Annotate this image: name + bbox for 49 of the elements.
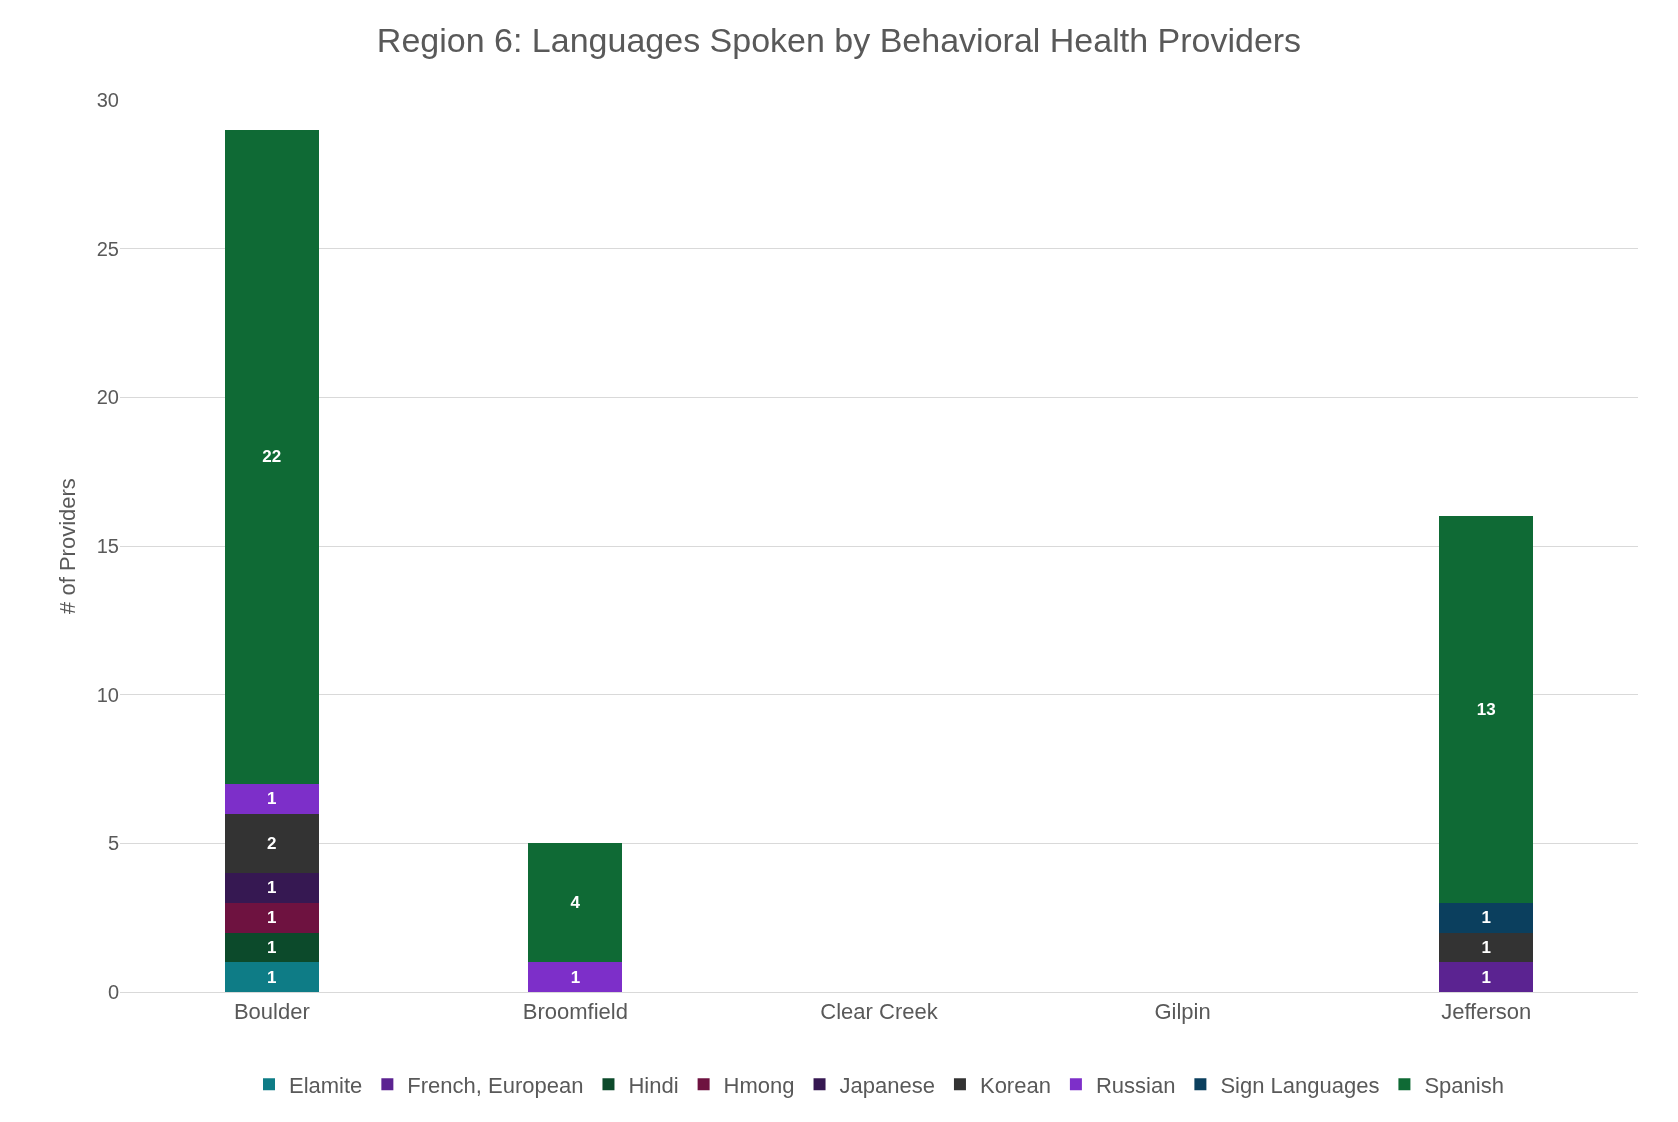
bar xyxy=(1439,516,1534,903)
bar xyxy=(528,843,623,963)
bar xyxy=(224,129,319,784)
y-tick-label: 30 xyxy=(96,89,119,111)
legend-label: Spanish xyxy=(1424,1072,1504,1098)
x-tick-label: Jefferson xyxy=(1441,999,1532,1025)
y-tick-label: 5 xyxy=(107,832,119,855)
data-label: 1 xyxy=(1481,967,1491,987)
data-label: 1 xyxy=(1481,908,1491,928)
chart-title: Region 6: Languages Spoken by Behavioral Health Providers xyxy=(376,20,1302,59)
bar xyxy=(1439,962,1534,992)
legend-label: Sign Languages xyxy=(1220,1072,1380,1098)
bar xyxy=(224,813,319,874)
data-label: 22 xyxy=(262,447,282,467)
data-label: 13 xyxy=(1476,700,1496,720)
y-tick-label: 25 xyxy=(96,237,119,260)
legend-label: French, European xyxy=(407,1072,584,1098)
legend-label: Elamite xyxy=(289,1072,363,1098)
data-label: 2 xyxy=(267,833,277,853)
bar xyxy=(224,783,319,814)
legend-label: Japanese xyxy=(839,1072,935,1098)
x-tick-label: Broomfield xyxy=(522,999,628,1025)
x-tick-label: Gilpin xyxy=(1154,999,1211,1025)
data-label: 1 xyxy=(267,908,277,928)
data-label: 1 xyxy=(267,967,277,987)
data-label: 1 xyxy=(570,967,581,987)
legend-label: Korean xyxy=(979,1072,1051,1098)
y-tick-label: 10 xyxy=(96,683,119,706)
y-axis-title: # of Providers xyxy=(54,478,80,614)
x-tick-label: Boulder xyxy=(233,999,310,1025)
bar xyxy=(1439,932,1534,963)
data-label: 1 xyxy=(267,937,277,957)
y-tick-label: 0 xyxy=(107,981,119,1003)
bar xyxy=(1439,902,1534,933)
bar xyxy=(224,932,319,963)
data-label: 1 xyxy=(267,789,277,809)
bar xyxy=(224,902,319,933)
legend-label: Hmong xyxy=(723,1072,795,1098)
legend-label: Hindi xyxy=(628,1072,679,1098)
data-label: 1 xyxy=(1481,937,1491,957)
bar xyxy=(528,962,623,992)
data-label: 1 xyxy=(267,878,277,898)
data-label: 4 xyxy=(570,893,581,913)
bar xyxy=(224,873,319,903)
y-tick-label: 20 xyxy=(96,386,119,409)
x-tick-label: Clear Creek xyxy=(820,999,939,1025)
bar xyxy=(224,962,319,992)
y-tick-label: 15 xyxy=(96,535,119,557)
legend-label: Russian xyxy=(1095,1072,1176,1098)
